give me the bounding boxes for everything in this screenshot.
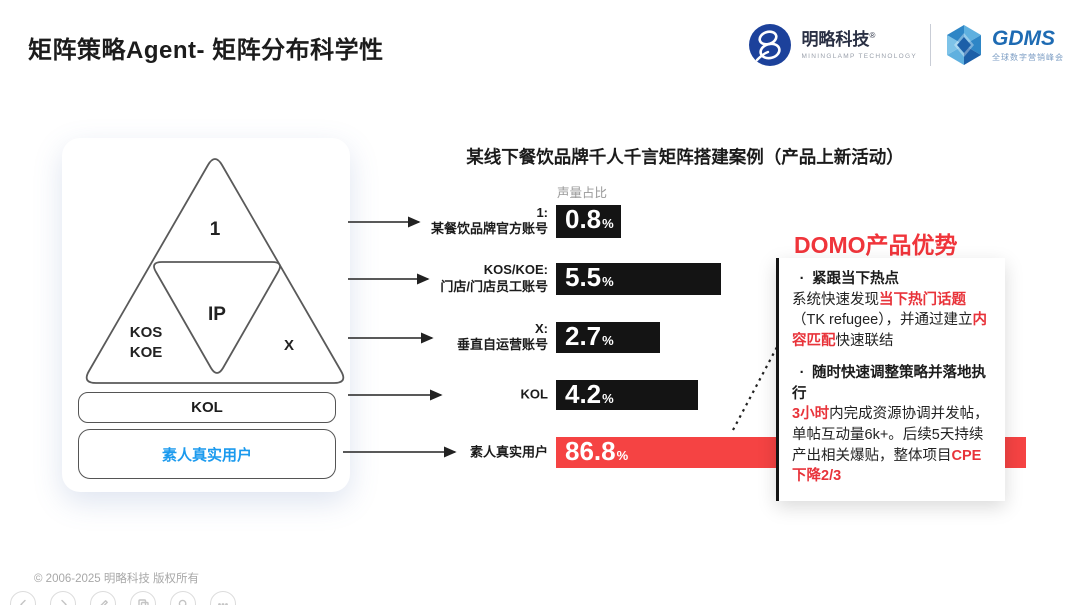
viewer-toolbar — [10, 591, 236, 605]
consumer-tier-bar: 素人真实用户 — [78, 429, 336, 479]
chart-title: 某线下餐饮品牌千人千言矩阵搭建案例（产品上新活动） — [466, 147, 904, 167]
next-arrow-icon[interactable] — [50, 591, 76, 605]
minglamp-logo: 明略科技® MININGLAMP TECHNOLOGY — [747, 22, 917, 68]
domo-title: DOMO产品优势 — [794, 232, 958, 258]
copyright-text: © 2006-2025 明略科技 版权所有 — [34, 573, 200, 585]
bar-category-label: X: 垂直自运营账号 — [456, 320, 548, 353]
gdms-logo: GDMS 全球数字营销峰会 — [944, 23, 1064, 67]
chart-bar: 0.8% — [556, 204, 621, 238]
bar-category-label: 1: 某餐饮品牌官方账号 — [430, 204, 548, 237]
chart-value-label: 声量占比 — [557, 186, 608, 200]
bar-category-label: KOS/KOE: 门店/门店员工账号 — [440, 262, 548, 294]
pyramid-diagram: 1 IP KOS KOE X — [85, 158, 345, 384]
zoom-search-icon[interactable] — [170, 591, 196, 605]
domo-item: · 紧跟当下热点 系统快速发现当下热门话题（TK refugee），并通过建立内容匹… — [792, 271, 987, 349]
prev-arrow-icon[interactable] — [10, 591, 36, 605]
slides-overview-icon[interactable] — [130, 591, 156, 605]
bar-category-label: KOL — [520, 386, 548, 402]
page-title: 矩阵策略Agent- 矩阵分布科学性 — [28, 37, 384, 64]
tier-ip-label: IP — [208, 304, 226, 325]
tier-x-label: X — [284, 337, 294, 354]
chart-bar: 4.2% — [556, 379, 698, 410]
chart-bar: 5.5% — [556, 262, 721, 295]
domo-items: · 紧跟当下热点 系统快速发现当下热门话题（TK refugee），并通过建立内容匹… — [792, 269, 993, 487]
tier-top-label: 1 — [210, 219, 221, 240]
gdms-name: GDMS — [992, 26, 1055, 50]
consumer-tier-label: 素人真实用户 — [161, 446, 252, 464]
gdms-logo-icon — [947, 25, 981, 65]
minglamp-logo-icon — [749, 24, 792, 66]
minglamp-logo-text: 明略科技® MININGLAMP TECHNOLOGY — [801, 31, 917, 60]
pyramid-card: 1 IP KOS KOE X KOL 素人真实用户 — [62, 138, 350, 492]
more-options-icon[interactable] — [210, 591, 236, 605]
minglamp-subtitle: MININGLAMP TECHNOLOGY — [801, 52, 917, 60]
domo-item: · 随时快速调整策略并落地执行 3小时内完成资源协调并发帖，单帖互动量6k+。后续5… — [792, 365, 989, 485]
kol-tier-bar: KOL — [78, 392, 336, 423]
pen-icon[interactable] — [90, 591, 116, 605]
kol-tier-label: KOL — [191, 399, 223, 416]
inner-ip-triangle — [153, 261, 281, 374]
header-logos: 明略科技® MININGLAMP TECHNOLOGY GDMS 全球数字营销峰… — [747, 22, 1064, 68]
bar-category-label: 素人真实用户 — [469, 444, 548, 460]
minglamp-name: 明略科技 — [801, 29, 870, 49]
logo-divider — [930, 24, 931, 66]
gdms-logo-text: GDMS 全球数字营销峰会 — [992, 28, 1064, 63]
gdms-subtitle: 全球数字营销峰会 — [992, 52, 1064, 62]
tier-kos-label-2: KOE — [130, 344, 163, 361]
registered-mark: ® — [869, 30, 876, 40]
domo-advantages-panel: · 紧跟当下热点 系统快速发现当下热门话题（TK refugee），并通过建立内容匹… — [776, 258, 1005, 501]
chart-bar: 2.7% — [556, 321, 660, 353]
dotted-connector — [732, 346, 778, 431]
tier-kos-label-1: KOS — [130, 324, 163, 341]
